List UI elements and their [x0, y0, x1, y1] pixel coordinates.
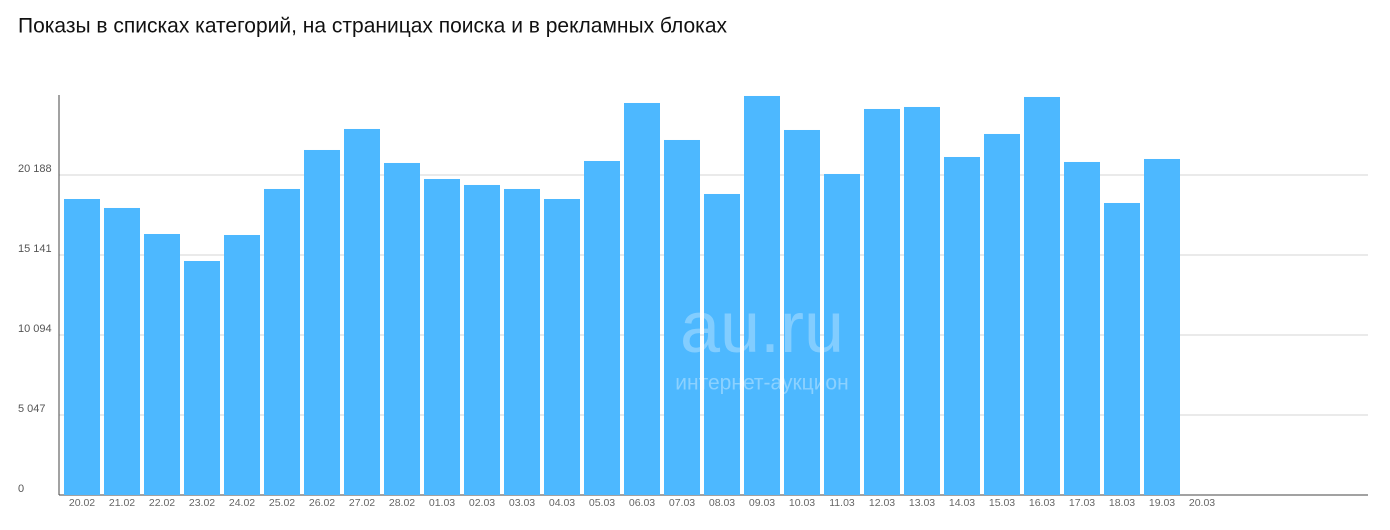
bar [144, 233, 180, 495]
x-tick-label: 23.02 [189, 497, 215, 509]
bar [944, 156, 980, 495]
x-tick-label: 01.03 [429, 497, 455, 509]
x-tick-label: 24.02 [229, 497, 255, 509]
x-tick-label: 04.03 [549, 497, 575, 509]
bar [984, 133, 1020, 496]
bar [264, 188, 300, 495]
bar [904, 106, 940, 496]
bar [1024, 96, 1060, 495]
x-tick-label: 10.03 [789, 497, 815, 509]
bar [544, 198, 580, 495]
x-tick-label: 21.02 [109, 497, 135, 509]
x-tick-label: 03.03 [509, 497, 535, 509]
y-tick-label: 0 [18, 483, 24, 495]
x-tick-label: 22.02 [149, 497, 175, 509]
bar [504, 188, 540, 495]
bar [744, 95, 780, 496]
x-tick-label: 18.03 [1109, 497, 1135, 509]
x-tick-label: 05.03 [589, 497, 615, 509]
y-tick-label: 15 141 [18, 243, 52, 255]
x-tick-label: 19.03 [1149, 497, 1175, 509]
bar [184, 260, 220, 495]
x-tick-label: 16.03 [1029, 497, 1055, 509]
bar [1144, 158, 1180, 496]
watermark: au.ru [680, 288, 844, 368]
x-tick-label: 09.03 [749, 497, 775, 509]
x-tick-label: 02.03 [469, 497, 495, 509]
bar [624, 102, 660, 496]
bar [304, 149, 340, 495]
bar [824, 173, 860, 495]
chart-title: Показы в списках категорий, на страницах… [18, 15, 728, 38]
x-tick-label: 17.03 [1069, 497, 1095, 509]
x-tick-label: 20.03 [1189, 497, 1215, 509]
bar [424, 178, 460, 495]
bar [584, 160, 620, 495]
x-tick-label: 13.03 [909, 497, 935, 509]
x-tick-label: 06.03 [629, 497, 655, 509]
x-tick-label: 12.03 [869, 497, 895, 509]
bar [864, 108, 900, 495]
x-tick-label: 15.03 [989, 497, 1015, 509]
y-tick-label: 10 094 [18, 323, 52, 335]
y-tick-label: 5 047 [18, 403, 46, 415]
bar [464, 184, 500, 495]
x-tick-label: 20.02 [69, 497, 95, 509]
x-tick-label: 11.03 [829, 497, 855, 509]
bar [224, 234, 260, 495]
bar [1104, 202, 1140, 496]
bar [384, 162, 420, 496]
bar [64, 198, 100, 495]
x-tick-label: 27.02 [349, 497, 375, 509]
bar [1064, 161, 1100, 495]
bar [664, 139, 700, 495]
bar [344, 128, 380, 495]
x-tick-label: 26.02 [309, 497, 335, 509]
x-tick-label: 07.03 [669, 497, 695, 509]
bar [784, 129, 820, 495]
bar [104, 207, 140, 495]
x-tick-label: 14.03 [949, 497, 975, 509]
y-tick-label: 20 188 [18, 163, 52, 175]
watermark: интернет-аукцион [675, 372, 848, 395]
x-tick-label: 25.02 [269, 497, 295, 509]
x-tick-label: 28.02 [389, 497, 415, 509]
x-tick-label: 08.03 [709, 497, 735, 509]
bar [704, 193, 740, 495]
